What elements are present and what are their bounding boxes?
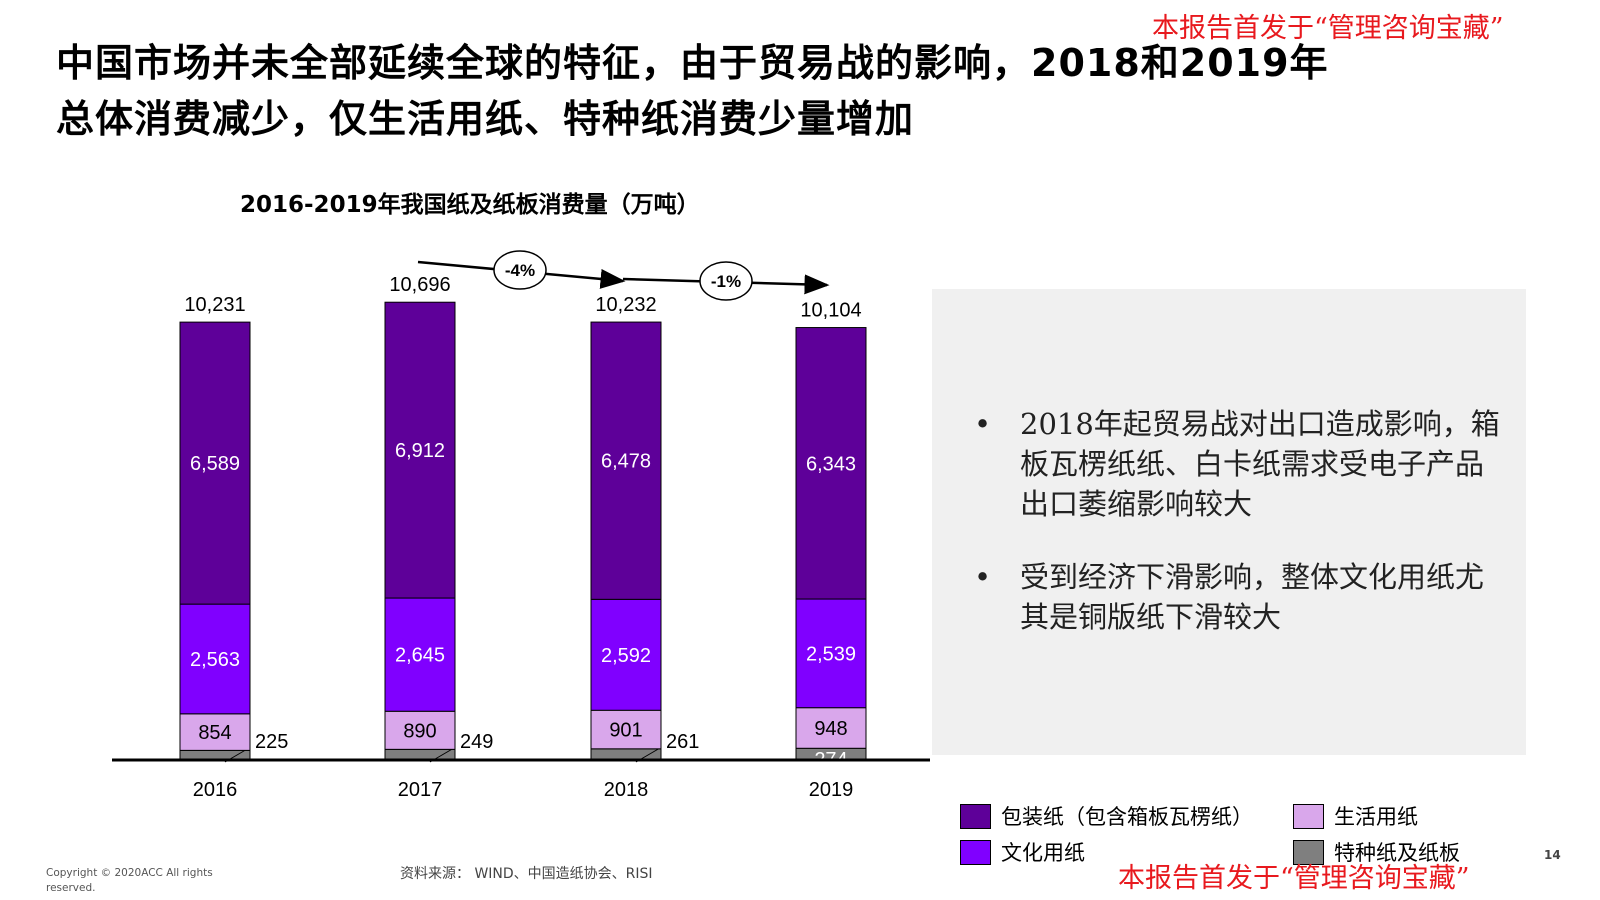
bullet-economy: • 受到经济下滑影响，整体文化用纸尤其是铜版纸下滑较大 [974,557,1510,637]
legend-swatch [1293,839,1324,865]
bullet-text: 受到经济下滑影响，整体文化用纸尤其是铜版纸下滑较大 [1020,560,1485,634]
legend-label: 包装纸（包含箱板瓦楞纸） [1001,805,1253,829]
data-label: 890 [403,720,436,742]
x-tick-label: 2016 [193,779,238,800]
total-label: 10,696 [389,274,450,296]
bar-segment [590,709,662,750]
legend-label: 特种纸及纸板 [1334,841,1460,865]
headline-line-1: 中国市场并未全部延续全球的特征，由于贸易战的影响，2018和2019年 [56,41,1329,85]
legend-item-packaging: 包装纸（包含箱板瓦楞纸） [960,801,1253,831]
legend-swatch [960,803,991,829]
bullet-marker: • [974,407,992,441]
legend-item-cultural: 文化用纸 [960,837,1085,867]
watermark-top: 本报告首发于“管理咨询宝藏” [1152,13,1504,44]
x-tick-label: 2018 [604,779,649,800]
growth-label: -1% [711,272,741,291]
data-label: 948 [814,718,847,740]
data-label: 2,563 [190,649,240,671]
bar-segment [795,598,867,709]
data-label: 6,589 [190,453,240,475]
total-label: 10,104 [800,300,861,322]
stacked-bar-chart: 225 854 2,563 6,589 10,231 2016 249 890 2,645 6,9… [112,250,930,800]
total-label: 10,232 [595,294,656,316]
commentary-panel [932,289,1526,755]
bar-segment [590,321,662,600]
legend-swatch [960,839,991,865]
bar-segment [179,713,251,751]
bar-segment [384,597,456,712]
data-label: 225 [255,731,288,753]
bar-segment [384,748,456,761]
growth-bubble [493,250,547,290]
headline-line-2: 总体消费减少，仅生活用纸、特种纸消费少量增加 [56,97,915,141]
legend-label: 文化用纸 [1001,841,1085,865]
bar-segment [590,598,662,711]
legend-label: 生活用纸 [1334,805,1418,829]
legend-swatch [1293,803,1324,829]
source-note: 资料来源： WIND、中国造纸协会、RISI [400,866,653,882]
x-tick-label: 2017 [398,779,443,800]
bullet-marker: • [974,560,992,594]
legend-item-special: 特种纸及纸板 [1293,837,1460,867]
bullet-trade-war: • 2018年起贸易战对出口造成影响，箱板瓦楞纸纸、白卡纸需求受电子产品出口萎缩… [974,404,1510,524]
data-label: 854 [198,722,231,744]
data-label: 261 [666,731,699,753]
data-label: 2,539 [806,643,856,665]
copyright-notice: Copyright © 2020ACC All rights reserved. [46,867,213,894]
data-label: 2,592 [601,645,651,667]
bar-segment [179,321,251,605]
bar-segment [384,710,456,750]
bar-segment [590,748,662,761]
growth-label: -4% [505,261,535,280]
bar-segment [795,707,867,749]
legend-item-household: 生活用纸 [1293,801,1418,831]
x-tick-label: 2019 [809,779,854,800]
total-label: 10,231 [184,294,245,316]
data-label: 2,645 [395,645,445,667]
data-label: 6,912 [395,440,445,462]
data-label: 6,343 [806,453,856,475]
growth-bubble [699,261,753,301]
bullet-text: 2018年起贸易战对出口造成影响，箱板瓦楞纸纸、白卡纸需求受电子产品出口萎缩影响… [1020,407,1500,521]
bar-segment [384,301,456,599]
bar-segment [795,327,867,600]
chart-title: 2016-2019年我国纸及纸板消费量（万吨） [240,192,700,218]
data-label: 901 [609,720,642,742]
data-label: 249 [460,731,493,753]
watermark-bottom: 本报告首发于“管理咨询宝藏” [1118,863,1470,894]
data-label: 6,478 [601,451,651,473]
page-number: 14 [1544,848,1561,862]
